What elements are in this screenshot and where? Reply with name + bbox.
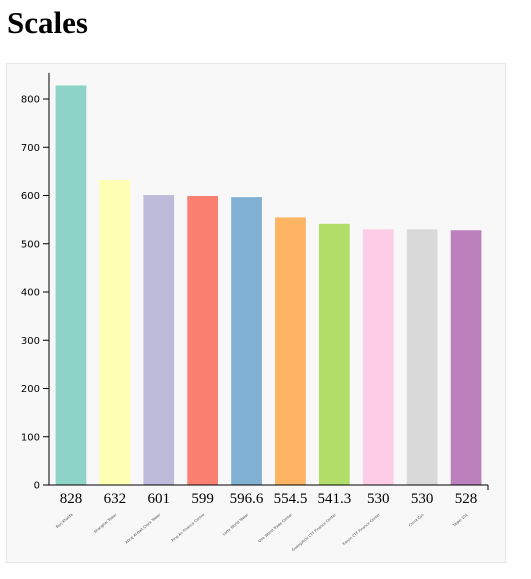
y-tick-label: 800 (21, 95, 40, 106)
category-label: Burj Khalifa (55, 513, 73, 529)
y-tick-label: 100 (21, 432, 40, 443)
category-label: One World Trade Center (258, 512, 294, 543)
bar (318, 223, 350, 485)
y-tick-label: 400 (21, 288, 40, 299)
y-tick-label: 0 (34, 481, 40, 492)
y-tick-label: 500 (21, 239, 40, 250)
bar (55, 85, 87, 486)
y-tick-label: 300 (21, 336, 40, 347)
category-label: China Zun (408, 513, 425, 528)
category-label: Guangzhou CTF Finance Center (291, 512, 337, 552)
bar (187, 195, 219, 486)
category-label: Shanghai Tower (93, 512, 118, 534)
bar (99, 180, 131, 485)
chart-panel: 0 100 200 300 400 500 600 700 800 828 Burj Khalifa… (6, 63, 506, 563)
category-label: Tianjin CTF Finance Center (341, 512, 381, 547)
value-label: 530 (367, 491, 390, 507)
category-label: Ping An Finance Centre (171, 512, 206, 542)
y-tick-label: 700 (21, 143, 40, 154)
value-label: 596.6 (230, 491, 264, 507)
value-label: 541.3 (317, 491, 351, 507)
value-label: 828 (60, 491, 83, 507)
value-label: 530 (411, 491, 434, 507)
bar (450, 230, 482, 485)
bar (143, 195, 175, 485)
bar (275, 217, 306, 485)
value-label: 554.5 (274, 491, 308, 507)
bar (362, 229, 394, 485)
bar (406, 229, 438, 485)
value-label: 601 (148, 491, 171, 507)
category-label: Abraj Al-Bait Clock Tower (125, 512, 162, 544)
page-title: Scales (7, 5, 88, 40)
value-label: 599 (191, 491, 214, 507)
bar-chart: 0 100 200 300 400 500 600 700 800 828 Burj Khalifa… (21, 72, 489, 552)
bar (231, 197, 262, 485)
value-label: 632 (104, 491, 127, 507)
value-label: 528 (455, 491, 478, 507)
y-tick-label: 600 (21, 191, 40, 202)
y-tick-label: 200 (21, 384, 40, 395)
category-label: Lotte World Tower (222, 512, 250, 536)
category-label: Taipei 101 (451, 513, 468, 528)
